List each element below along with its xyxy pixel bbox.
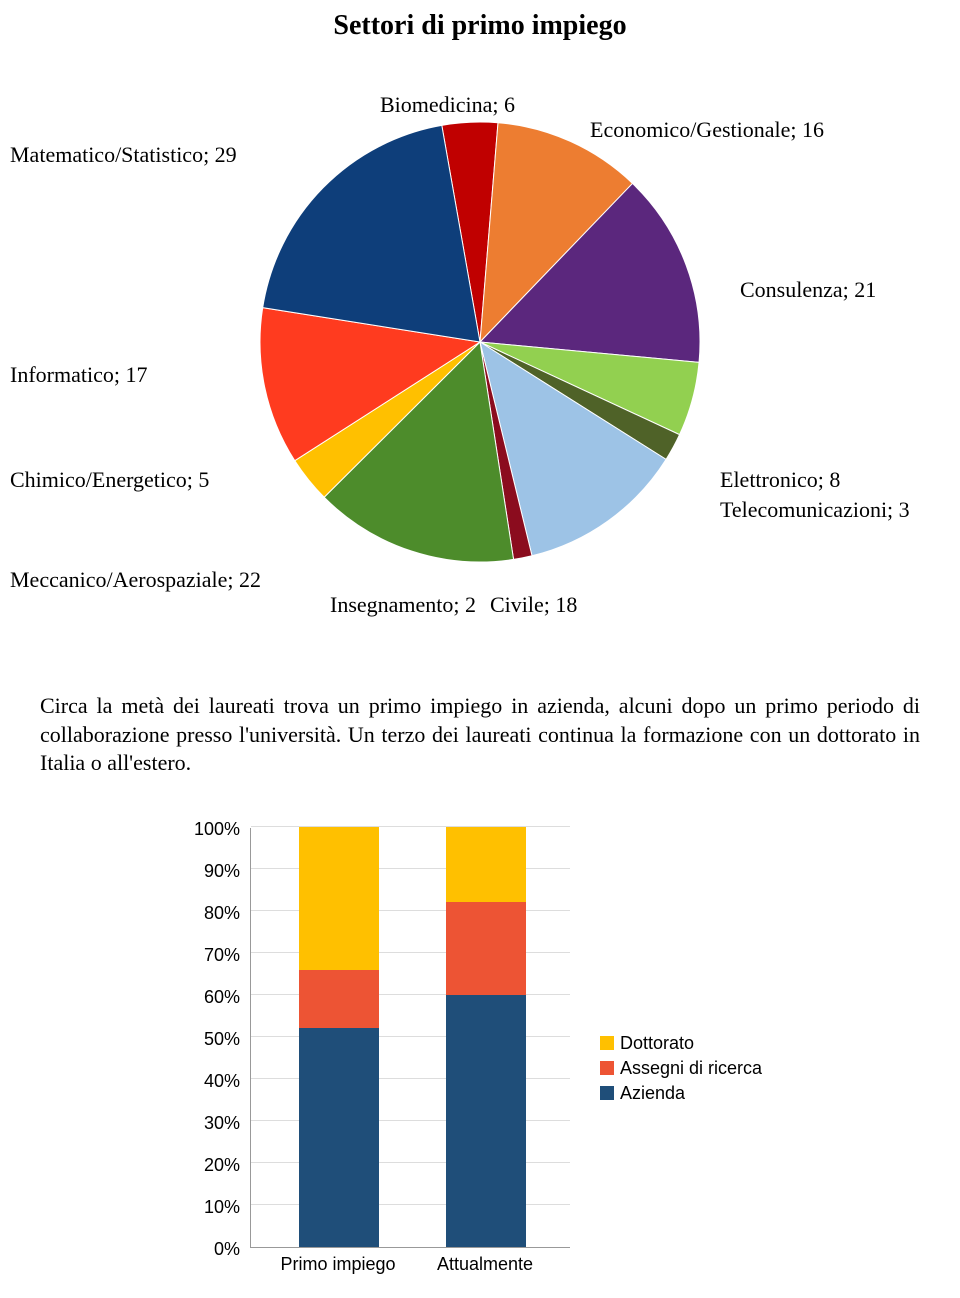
legend-item: Dottorato: [600, 1033, 762, 1054]
bar-y-tick-label: 30%: [175, 1113, 240, 1134]
bar-y-tick-label: 90%: [175, 861, 240, 882]
pie-slice-label: Informatico; 17: [10, 362, 147, 388]
bar-y-tick-label: 20%: [175, 1155, 240, 1176]
pie-chart-section: Biomedicina; 6 Economico/Gestionale; 16 Co…: [40, 62, 920, 662]
bar-y-tick-label: 10%: [175, 1197, 240, 1218]
pie-slice-label: Insegnamento; 2: [330, 592, 476, 618]
bar-segment: [446, 902, 526, 994]
pie-slice-label: Matematico/Statistico; 29: [10, 142, 237, 168]
bar-segment: [446, 827, 526, 903]
bar-plot-area: [250, 828, 570, 1248]
legend-label: Assegni di ricerca: [620, 1058, 762, 1079]
bar-chart-section: 0%10%20%30%40%50%60%70%80%90%100% Primo …: [130, 818, 830, 1298]
page: Settori di primo impiego Biomedicina; 6 E…: [0, 0, 960, 1298]
pie-slice: [263, 125, 480, 342]
bar-y-tick-label: 60%: [175, 987, 240, 1008]
bar-segment: [299, 970, 379, 1029]
bar-y-tick-label: 40%: [175, 1071, 240, 1092]
legend-item: Azienda: [600, 1083, 762, 1104]
bar-group: [446, 827, 526, 1247]
legend-label: Dottorato: [620, 1033, 694, 1054]
pie-chart: [260, 122, 700, 562]
pie-slice-label: Economico/Gestionale; 16: [590, 117, 824, 143]
pie-slice-label: Meccanico/Aerospaziale; 22: [10, 567, 261, 593]
page-title: Settori di primo impiego: [40, 10, 920, 42]
bar-segment: [299, 827, 379, 970]
pie-slice-label: Civile; 18: [490, 592, 577, 618]
bar-y-tick-label: 80%: [175, 903, 240, 924]
bar-y-tick-label: 100%: [175, 819, 240, 840]
legend-swatch: [600, 1036, 614, 1050]
legend-swatch: [600, 1061, 614, 1075]
pie-slice-label: Elettronico; 8: [720, 467, 840, 493]
bar-legend: Dottorato Assegni di ricerca Azienda: [600, 1033, 762, 1108]
pie-slice-label: Biomedicina; 6: [380, 92, 515, 118]
pie-slice-label: Chimico/Energetico; 5: [10, 467, 209, 493]
pie-slice-label: Telecomunicazioni; 3: [720, 497, 910, 523]
legend-swatch: [600, 1086, 614, 1100]
legend-label: Azienda: [620, 1083, 685, 1104]
legend-item: Assegni di ricerca: [600, 1058, 762, 1079]
body-paragraph: Circa la metà dei laureati trova un prim…: [40, 692, 920, 778]
bar-segment: [299, 1028, 379, 1246]
pie-slice-label: Consulenza; 21: [740, 277, 876, 303]
bar-group: [299, 827, 379, 1247]
bar-y-tick-label: 50%: [175, 1029, 240, 1050]
bar-segment: [446, 995, 526, 1247]
bar-y-tick-label: 70%: [175, 945, 240, 966]
